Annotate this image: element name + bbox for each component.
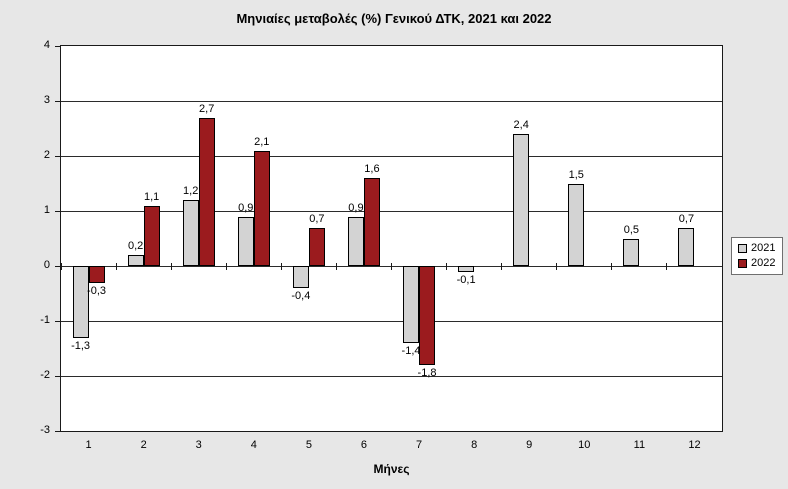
y-tick-mark--2 [55, 375, 60, 377]
gridline--1 [61, 320, 722, 322]
bar-2021-month-7 [403, 266, 420, 343]
gridline-3 [61, 100, 722, 102]
category-tick-8 [501, 263, 503, 270]
chart-title: Μηνιαίες μεταβολές (%) Γενικού ΔΤΚ, 2021… [236, 11, 552, 26]
category-tick-4 [280, 263, 282, 270]
x-tick-label-11: 11 [633, 439, 646, 451]
x-tick-label-8: 8 [471, 439, 478, 451]
bar-2021-month-8 [458, 266, 475, 272]
bar-2021-month-1 [72, 266, 89, 338]
y-tick-label-1: 1 [43, 204, 50, 216]
x-tick-label-6: 6 [360, 439, 368, 451]
legend-swatch-2022 [738, 259, 747, 268]
bar-label-2022-month-4: 2,1 [254, 135, 270, 148]
x-axis-title: Μήνες [373, 462, 410, 476]
bar-2021-month-2 [127, 255, 144, 266]
bar-2021-month-12 [678, 227, 695, 266]
legend-label-2022: 2022 [751, 257, 776, 269]
x-tick-label-12: 12 [688, 439, 701, 451]
bar-2021-month-10 [568, 183, 585, 266]
category-tick-11 [666, 263, 668, 270]
gridline-1 [61, 210, 722, 212]
bar-label-2021-month-6: 0,9 [348, 201, 364, 214]
plot-area: -1,3 0,2 1,2 0,9 -0,4 0,9 -1,4 -0,1 2,4 1,5 0,5 0,7… [60, 45, 723, 432]
bar-2021-month-9 [513, 134, 530, 266]
category-tick-5 [335, 263, 337, 270]
bar-label-2021-month-4: 0,9 [238, 201, 254, 214]
y-tick-label-0: 0 [43, 259, 50, 271]
x-tick-label-9: 9 [526, 439, 533, 451]
bar-label-2021-month-3: 1,2 [183, 185, 199, 197]
x-tick-label-5: 5 [305, 439, 312, 451]
category-tick-7 [446, 263, 448, 270]
bar-label-2021-month-9: 2,4 [513, 119, 529, 131]
category-tick-3 [225, 263, 227, 270]
legend-item-2021: 2021 [738, 243, 775, 254]
bar-label-2021-month-5: -0,4 [291, 290, 311, 302]
bar-label-2021-month-7: -1,4 [401, 345, 421, 357]
x-tick-label-10: 10 [578, 439, 591, 451]
legend: 2021 2022 [731, 237, 784, 275]
category-tick-9 [556, 263, 558, 270]
bar-2022-month-4 [253, 150, 270, 266]
y-tick-mark-3 [55, 100, 60, 102]
bar-2022-month-2 [143, 205, 160, 266]
bar-label-2021-month-1: -1,3 [71, 339, 91, 352]
category-tick-0 [60, 263, 62, 270]
x-tick-label-2: 2 [140, 439, 147, 451]
bar-label-2022-month-2: 1,1 [143, 190, 160, 203]
y-tick-label-3: 3 [43, 94, 50, 106]
bar-2022-month-7 [419, 266, 436, 365]
category-tick-2 [170, 263, 172, 270]
bar-label-2021-month-10: 1,5 [568, 168, 584, 181]
y-tick-mark-4 [55, 45, 60, 47]
bar-2022-month-6 [363, 178, 380, 266]
x-tick-label-3: 3 [195, 439, 202, 451]
y-tick-label-4: 4 [43, 39, 50, 51]
y-tick-label--2: -2 [40, 369, 50, 381]
x-tick-label-1: 1 [85, 439, 92, 451]
bar-2022-month-5 [308, 227, 325, 266]
category-tick-10 [611, 263, 613, 270]
x-tick-label-7: 7 [415, 439, 423, 451]
y-tick-mark-0 [55, 265, 60, 267]
y-tick-mark-1 [55, 210, 60, 212]
bar-2021-month-5 [292, 266, 309, 288]
y-tick-mark-2 [55, 155, 60, 157]
category-tick-1 [115, 263, 117, 270]
bar-label-2022-month-7: -1,8 [417, 367, 437, 379]
gridline-2 [61, 155, 722, 157]
legend-item-2022: 2022 [738, 258, 775, 269]
bar-label-2022-month-3: 2,7 [199, 102, 215, 115]
bar-label-2022-month-5: 0,7 [309, 212, 325, 225]
y-tick-label--3: -3 [40, 424, 50, 436]
bar-label-2021-month-8: -0,1 [456, 273, 476, 286]
x-tick-label-4: 4 [250, 439, 257, 451]
bar-2021-month-3 [182, 200, 199, 266]
bar-2021-month-11 [623, 238, 640, 266]
y-tick-mark--1 [55, 320, 60, 322]
bar-2022-month-1 [88, 266, 105, 283]
bar-2021-month-4 [237, 216, 254, 266]
category-tick-12 [721, 263, 723, 270]
gridline--2 [61, 375, 722, 377]
category-tick-6 [391, 263, 392, 270]
bar-label-2022-month-1: -0,3 [87, 284, 107, 297]
bar-label-2022-month-6: 1,6 [364, 163, 380, 175]
y-tick-label-2: 2 [43, 149, 50, 161]
bar-2021-month-6 [347, 216, 364, 266]
legend-label-2021: 2021 [751, 242, 776, 254]
bar-2022-month-3 [198, 117, 215, 266]
bar-label-2021-month-11: 0,5 [623, 223, 640, 236]
y-tick-label--1: -1 [40, 314, 50, 326]
y-tick-mark--3 [55, 430, 60, 432]
bar-label-2021-month-2: 0,2 [127, 240, 144, 252]
bar-label-2021-month-12: 0,7 [678, 212, 695, 225]
legend-swatch-2021 [738, 244, 747, 253]
